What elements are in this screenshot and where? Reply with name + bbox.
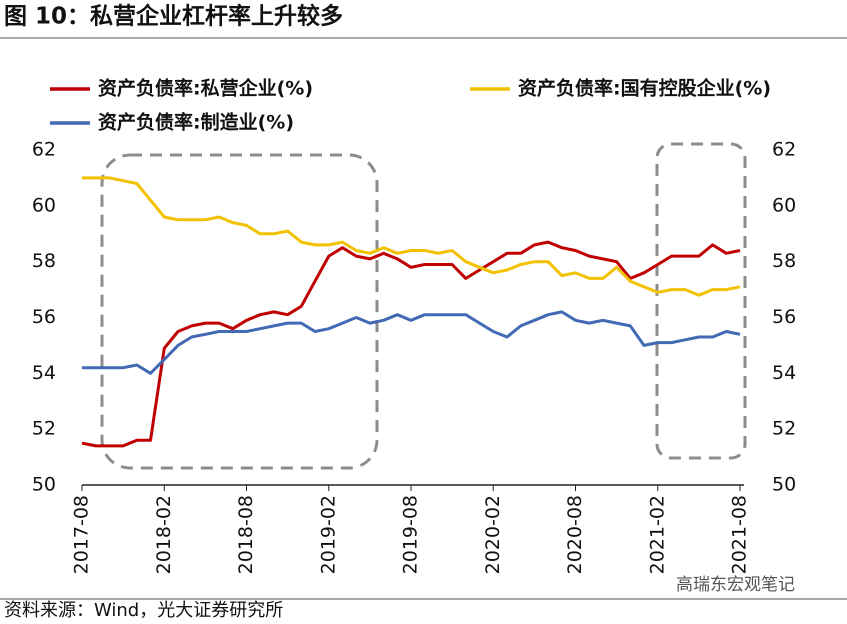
y-tick-label: 60 [32,194,56,216]
highlight-box [655,142,747,460]
legend-label: 资产负债率:国有控股企业(%) [518,77,771,100]
x-tick-label: 2020-02 [482,495,504,574]
x-tick-label: 2021-08 [729,495,751,574]
y-tick-label: 54 [32,362,56,384]
x-tick-label: 2018-08 [235,495,257,574]
y2-tick-label: 56 [772,306,796,328]
chart-title: 图 10：私营企业杠杆率上升较多 [4,3,343,30]
x-tick-label: 2020-08 [564,495,586,574]
highlight-box [100,153,379,470]
x-tick-label: 2021-02 [646,495,668,574]
y2-tick-label: 58 [772,250,796,272]
legend-label: 资产负债率:制造业(%) [98,111,294,134]
series-line [82,176,741,297]
y-tick-label: 62 [32,139,56,161]
series-line [81,240,741,448]
x-tick-label: 2018-02 [153,495,175,574]
x-tick-label: 2019-02 [317,495,339,574]
y-tick-label: 58 [32,250,56,272]
series-line [82,310,741,375]
y-tick-label: 50 [32,474,56,496]
legend-label: 资产负债率:私营企业(%) [98,77,313,100]
x-tick-label: 2019-08 [400,495,422,574]
y2-tick-label: 60 [772,194,796,216]
y-tick-label: 56 [32,306,56,328]
source: 资料来源：Wind，光大证券研究所 [4,600,283,621]
y2-tick-label: 50 [772,474,796,496]
y2-tick-label: 54 [772,362,796,384]
y-tick-label: 52 [32,418,56,440]
watermark: 高瑞东宏观笔记 [676,575,795,595]
y2-tick-label: 52 [772,418,796,440]
x-tick-label: 2017-08 [71,495,93,574]
y2-tick-label: 62 [772,139,796,161]
